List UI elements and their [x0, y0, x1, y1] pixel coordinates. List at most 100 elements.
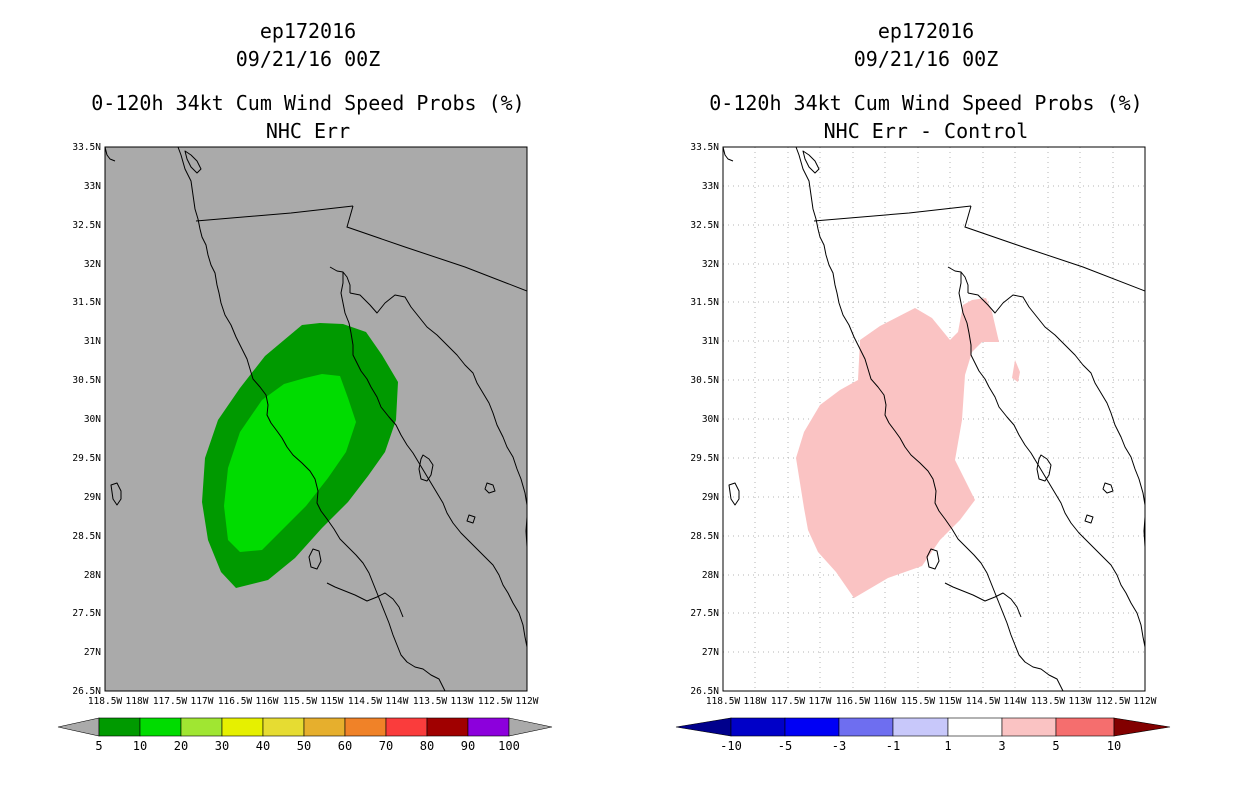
right-lat-tick: 32N: [702, 259, 719, 270]
right-colorbar-label: -3: [832, 739, 846, 753]
right-colorbar-bin: [784, 717, 840, 737]
left-lon-tick: 113.5W: [413, 696, 448, 707]
right-lat-tick: 33.5N: [690, 142, 719, 153]
left-lon-tick: 115.5W: [283, 696, 318, 707]
left-lon-tick: 116W: [256, 696, 279, 707]
left-colorbar-label: 80: [420, 739, 434, 753]
left-lon-tick: 116.5W: [218, 696, 253, 707]
left-lat-tick: 27.5N: [72, 608, 101, 619]
right-colorbar-label: 10: [1107, 739, 1121, 753]
right-lon-tick: 117.5W: [771, 696, 806, 707]
left-lon-tick: 118W: [126, 696, 149, 707]
right-colorbar-bin: [892, 717, 949, 737]
left-lat-ticks: 33.5N 33N 32.5N 32N 31.5N 31N 30.5N 30N …: [72, 142, 101, 697]
right-lat-tick: 27N: [702, 647, 719, 658]
right-lat-tick: 31.5N: [690, 297, 719, 308]
right-colorbar-label: 5: [1052, 739, 1059, 753]
right-lat-tick: 30.5N: [690, 375, 719, 386]
left-colorbar-bin: [385, 717, 428, 737]
left-colorbar-label: 70: [379, 739, 393, 753]
right-panel: ep172016 09/21/16 00Z 0-120h 34kt Cum Wi…: [675, 19, 1171, 753]
left-title-line-2: 09/21/16 00Z: [236, 47, 381, 71]
left-lon-tick: 118.5W: [88, 696, 123, 707]
left-lat-tick: 31N: [84, 336, 101, 347]
right-lon-tick: 118.5W: [706, 696, 741, 707]
left-lon-tick: 114W: [386, 696, 409, 707]
left-map: [104, 146, 528, 692]
right-lon-tick: 116.5W: [836, 696, 871, 707]
right-lon-tick: 112.5W: [1096, 696, 1131, 707]
left-colorbar-label: 100: [498, 739, 520, 753]
left-contour-10-20: [224, 374, 356, 552]
left-lat-tick: 29N: [84, 492, 101, 503]
right-colorbar-bin: [1055, 717, 1115, 737]
left-colorbar-label: 60: [338, 739, 352, 753]
left-panel: ep172016 09/21/16 00Z 0-120h 34kt Cum Wi…: [57, 19, 553, 753]
right-map-frame: [722, 146, 1146, 692]
left-lat-tick: 26.5N: [72, 686, 101, 697]
right-colorbar-left-end: [675, 717, 732, 737]
right-lon-ticks: 118.5W 118W 117.5W 117W 116.5W 116W 115.…: [706, 696, 1157, 707]
right-lon-tick: 115W: [939, 696, 962, 707]
left-lon-tick: 114.5W: [348, 696, 383, 707]
left-lat-tick: 27N: [84, 647, 101, 658]
right-lat-tick: 27.5N: [690, 608, 719, 619]
left-colorbar-bin: [98, 717, 141, 737]
right-lon-tick: 116W: [874, 696, 897, 707]
left-colorbar-left-end: [57, 717, 100, 737]
left-lat-tick: 28.5N: [72, 531, 101, 542]
right-colorbar-label: 1: [944, 739, 951, 753]
left-lon-tick: 115W: [321, 696, 344, 707]
right-lon-tick: 113.5W: [1031, 696, 1066, 707]
right-colorbar-bin: [947, 717, 1003, 737]
left-lat-tick: 30.5N: [72, 375, 101, 386]
left-colorbar-bin: [303, 717, 346, 737]
right-contour-1-3-small: [1012, 360, 1020, 382]
left-subtitle-line-2: NHC Err: [266, 119, 350, 143]
right-colorbar-right-end: [1113, 717, 1171, 737]
right-colorbar-label: -1: [886, 739, 900, 753]
left-title-line-1: ep172016: [260, 19, 356, 43]
left-lat-tick: 32N: [84, 259, 101, 270]
left-colorbar-label: 30: [215, 739, 229, 753]
left-colorbar-label: 5: [95, 739, 102, 753]
left-colorbar-label: 20: [174, 739, 188, 753]
left-colorbar-bin: [426, 717, 469, 737]
left-lon-tick: 113W: [451, 696, 474, 707]
left-subtitle-line-1: 0-120h 34kt Cum Wind Speed Probs (%): [91, 91, 524, 115]
right-lon-tick: 112W: [1134, 696, 1157, 707]
right-title-line-2: 09/21/16 00Z: [854, 47, 999, 71]
right-lon-tick: 117W: [809, 696, 832, 707]
right-colorbar-label: -10: [720, 739, 742, 753]
left-colorbar-right-end: [508, 717, 553, 737]
right-subtitle-line-1: 0-120h 34kt Cum Wind Speed Probs (%): [709, 91, 1142, 115]
right-lat-tick: 30N: [702, 414, 719, 425]
left-lat-tick: 33.5N: [72, 142, 101, 153]
left-lon-tick: 112W: [516, 696, 539, 707]
right-lon-tick: 114W: [1004, 696, 1027, 707]
right-lat-tick: 28N: [702, 570, 719, 581]
right-lon-tick: 114.5W: [966, 696, 1001, 707]
right-colorbar-label: -5: [778, 739, 792, 753]
left-lat-tick: 30N: [84, 414, 101, 425]
left-colorbar-bin: [180, 717, 223, 737]
left-colorbar: 5 10 20 30 40 50 60 70 80 90 100: [57, 717, 553, 753]
right-lat-tick: 28.5N: [690, 531, 719, 542]
left-lat-tick: 29.5N: [72, 453, 101, 464]
right-title-line-1: ep172016: [878, 19, 974, 43]
right-colorbar-bin: [1001, 717, 1057, 737]
left-colorbar-bin: [344, 717, 387, 737]
left-lon-tick: 117W: [191, 696, 214, 707]
right-colorbar-bin: [838, 717, 894, 737]
right-map: [722, 146, 1146, 692]
right-lat-tick: 31N: [702, 336, 719, 347]
left-lat-tick: 33N: [84, 181, 101, 192]
left-lon-ticks: 118.5W 118W 117.5W 117W 116.5W 116W 115.…: [88, 696, 539, 707]
left-colorbar-bin: [262, 717, 305, 737]
left-map-frame: [104, 146, 528, 692]
left-lon-tick: 112.5W: [478, 696, 513, 707]
left-colorbar-bin: [221, 717, 264, 737]
right-colorbar-bin: [730, 717, 786, 737]
right-lat-ticks: 33.5N 33N 32.5N 32N 31.5N 31N 30.5N 30N …: [690, 142, 719, 697]
